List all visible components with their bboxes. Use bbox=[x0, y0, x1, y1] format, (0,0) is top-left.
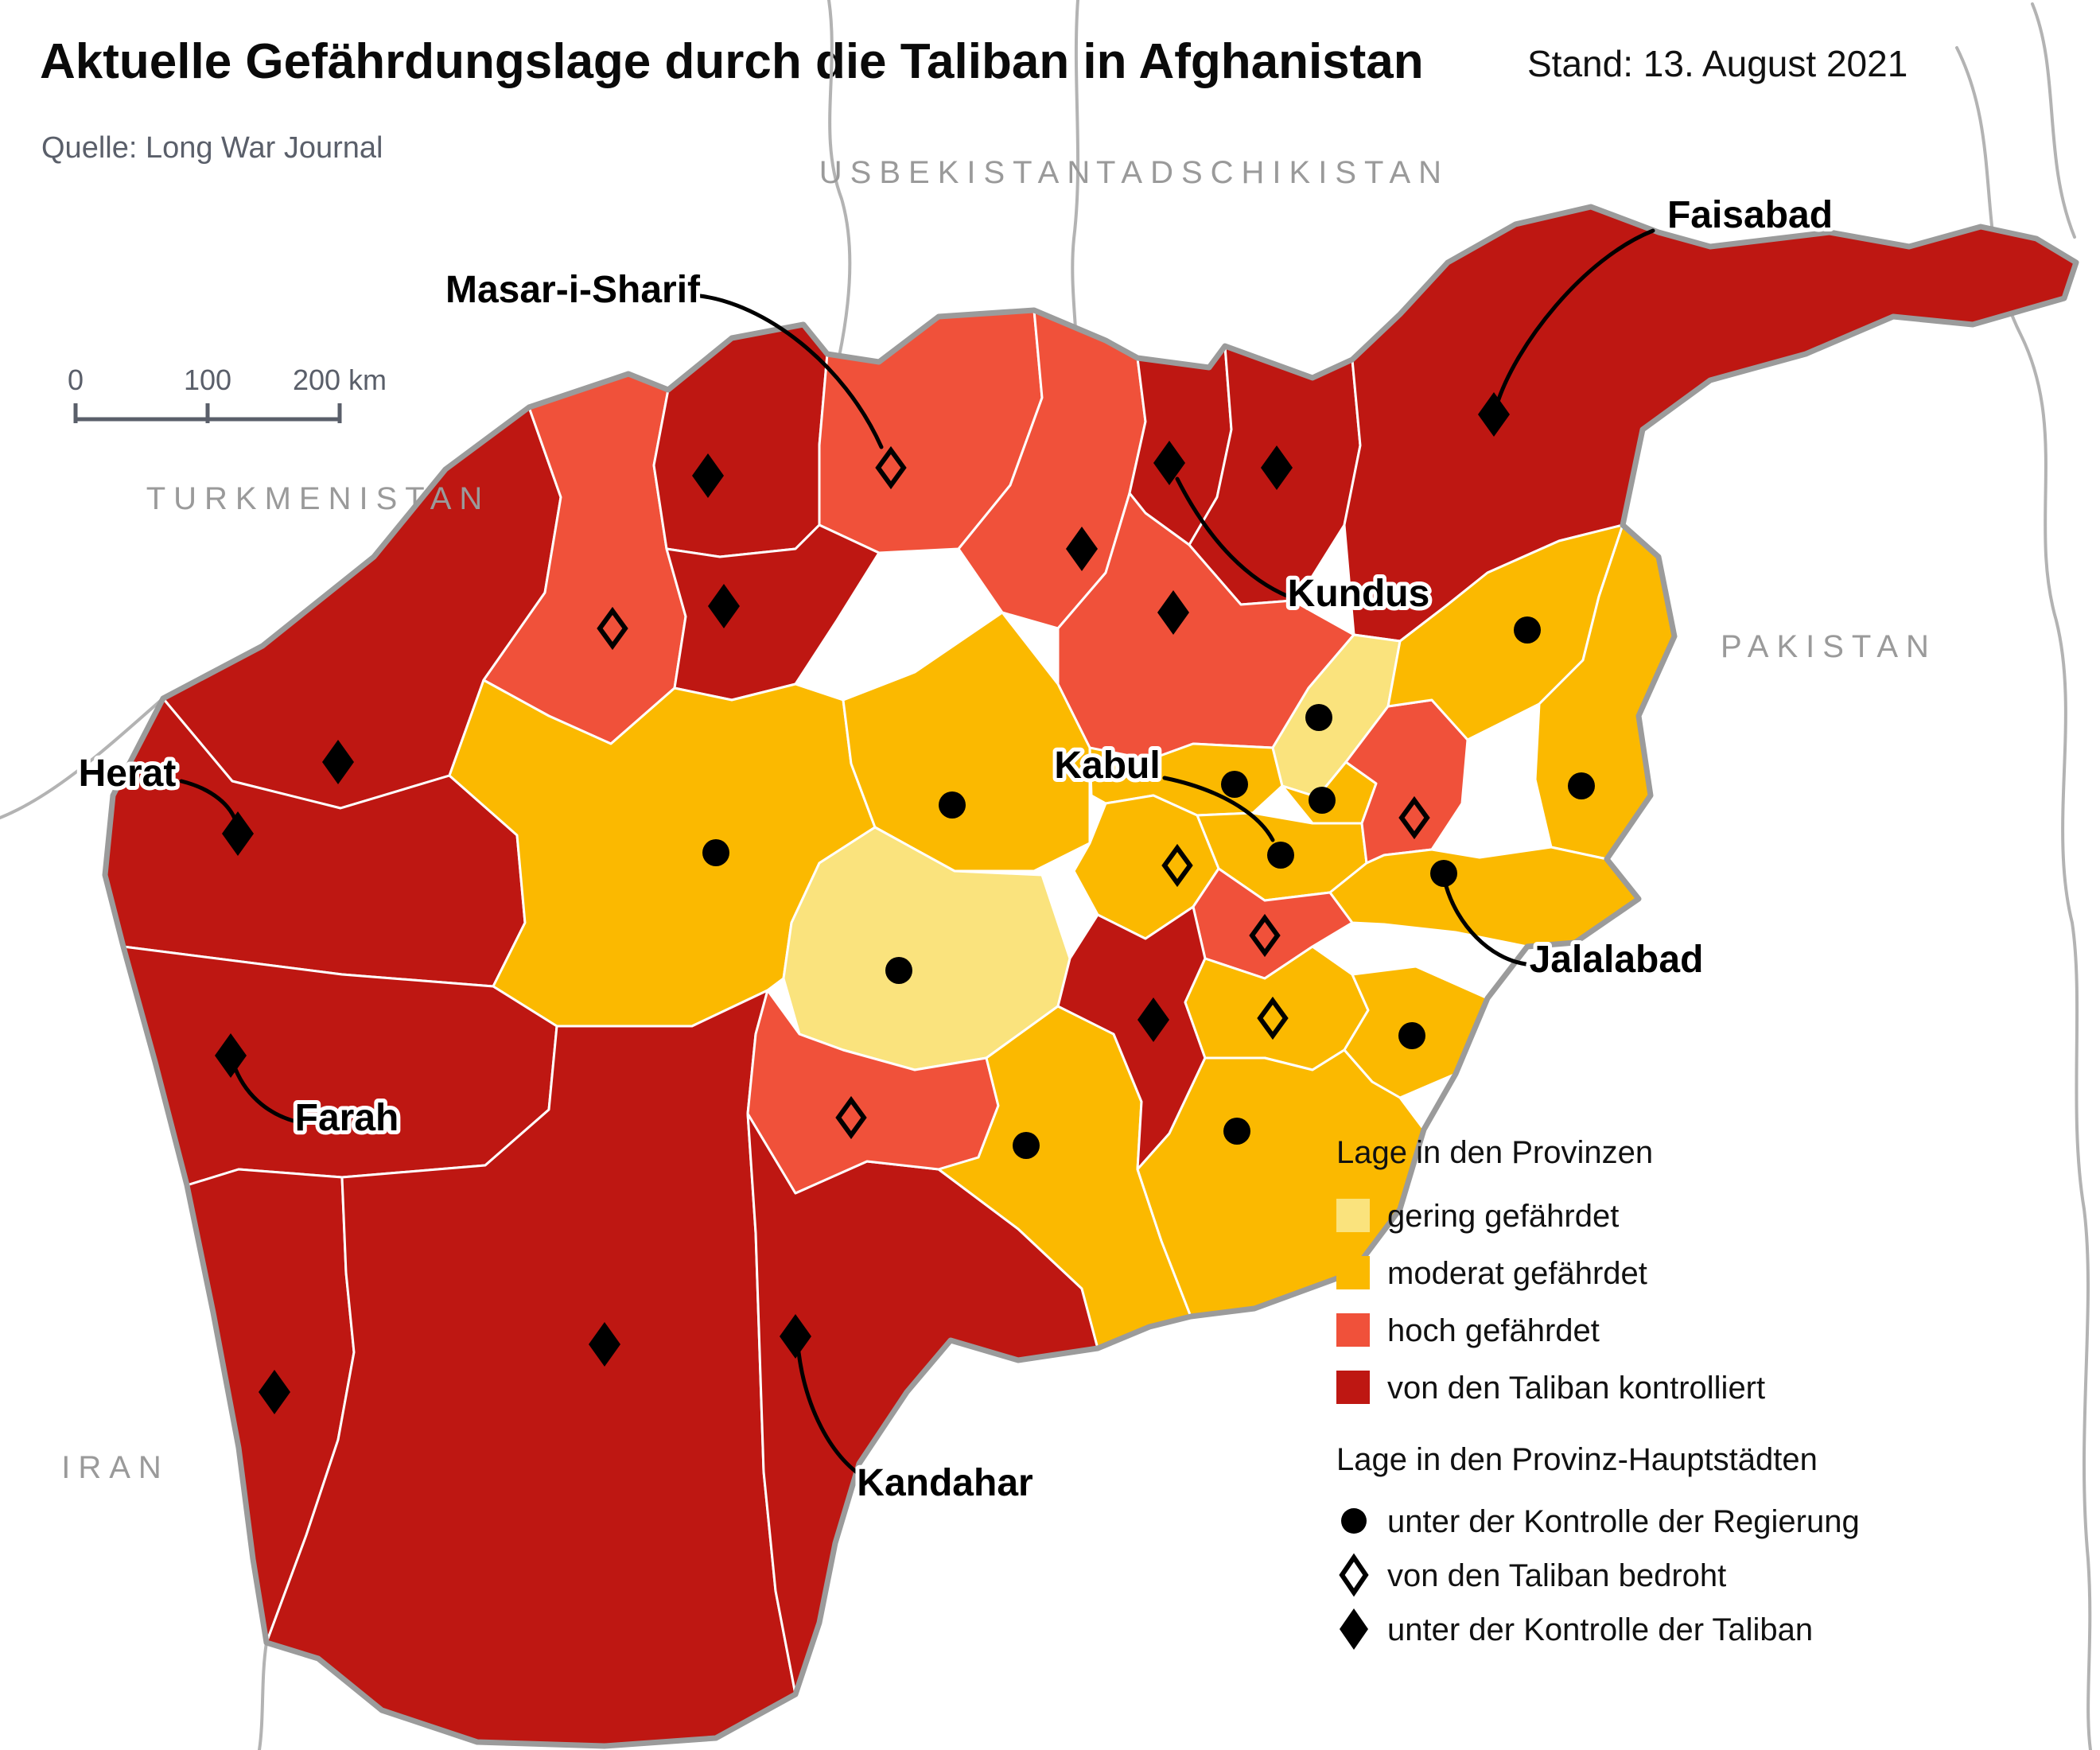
capital-marker-government-circle-icon bbox=[1430, 860, 1457, 887]
legend-label-government: unter der Kontrolle der Regierung bbox=[1387, 1504, 1860, 1539]
leader-line bbox=[179, 779, 239, 825]
capital-marker-threatened-open-diamond-icon bbox=[1161, 843, 1193, 888]
legend-label-threatened: von den Taliban bedroht bbox=[1387, 1558, 1726, 1593]
neighbor-border bbox=[1955, 46, 2092, 1750]
city-label: Masar-i-Sharif bbox=[445, 269, 701, 311]
capital-marker-government-circle-icon bbox=[702, 839, 729, 866]
capital-marker-taliban-filled-diamond-icon bbox=[1066, 527, 1098, 571]
capital-marker-government-circle-icon bbox=[1398, 1022, 1425, 1049]
province-sar-e-pul bbox=[665, 523, 881, 702]
capital-marker-taliban-filled-diamond-icon bbox=[259, 1370, 290, 1414]
leader-line bbox=[1495, 228, 1655, 406]
capital-marker-taliban-filled-diamond-icon bbox=[589, 1322, 620, 1367]
capital-marker-taliban-filled-diamond-icon bbox=[1138, 998, 1169, 1042]
country-label: TURKMENISTAN bbox=[146, 481, 491, 516]
capital-marker-taliban-filled-diamond-icon bbox=[780, 1314, 811, 1359]
capital-marker-government-circle-icon bbox=[1568, 772, 1595, 799]
capital-marker-threatened-open-diamond-icon bbox=[597, 606, 628, 651]
legend-label-moderate: moderat gefährdet bbox=[1387, 1256, 1647, 1291]
province-layer bbox=[103, 205, 2078, 1748]
capital-marker-government-circle-icon bbox=[1221, 771, 1248, 798]
legend-capitals-title: Lage in den Provinz-Hauptstädten bbox=[1336, 1442, 1818, 1477]
legend-swatch-moderate bbox=[1336, 1256, 1370, 1289]
legend-label-low: gering gefährdet bbox=[1387, 1199, 1619, 1234]
capital-marker-government-circle-icon bbox=[1267, 842, 1294, 869]
open-diamond-icon bbox=[1339, 1553, 1369, 1597]
capital-marker-taliban-filled-diamond-icon bbox=[692, 453, 724, 498]
neighbor-border bbox=[258, 1641, 268, 1750]
neighbor-border bbox=[0, 697, 165, 819]
neighbor-border bbox=[1071, 0, 1080, 361]
as-of-date: Stand: 13. August 2021 bbox=[1527, 43, 1908, 84]
city-label: Faisabad bbox=[1667, 194, 1833, 236]
capital-marker-taliban-filled-diamond-icon bbox=[215, 1033, 247, 1078]
country-label: IRAN bbox=[61, 1450, 169, 1485]
legend-provinces-title: Lage in den Provinzen bbox=[1336, 1135, 1653, 1170]
page-title: Aktuelle Gefährdungslage durch die Talib… bbox=[40, 34, 1424, 89]
capital-marker-taliban-filled-diamond-icon bbox=[1157, 590, 1189, 635]
capital-marker-threatened-open-diamond-icon bbox=[835, 1095, 867, 1140]
source-note: Quelle: Long War Journal bbox=[41, 131, 383, 165]
capital-marker-threatened-open-diamond-icon bbox=[1249, 913, 1281, 958]
capital-marker-threatened-open-diamond-icon bbox=[1398, 795, 1430, 840]
legend-label-high: hoch gefährdet bbox=[1387, 1313, 1600, 1348]
capital-marker-threatened-open-diamond-icon bbox=[875, 445, 907, 490]
leader-line bbox=[1175, 476, 1291, 599]
legend-provinces: Lage in den Provinzen gering gefährdet m… bbox=[1336, 1135, 1765, 1406]
capital-marker-government-circle-icon bbox=[939, 791, 966, 819]
city-label: Kandahar bbox=[857, 1462, 1032, 1504]
legend-label-taliban-capital: unter der Kontrolle der Taliban bbox=[1387, 1612, 1813, 1647]
city-label: Kundus bbox=[1288, 573, 1430, 615]
country-label: PAKISTAN bbox=[1721, 629, 1937, 664]
filled-circle-icon bbox=[1341, 1508, 1367, 1534]
leader-line bbox=[233, 1067, 298, 1124]
legend-swatch-low bbox=[1336, 1199, 1370, 1232]
country-label: USBEKISTAN bbox=[819, 155, 1098, 190]
capital-marker-taliban-filled-diamond-icon bbox=[322, 740, 354, 784]
city-label: Herat bbox=[79, 752, 177, 795]
city-label: Farah bbox=[295, 1097, 399, 1139]
province-jawzjan bbox=[652, 323, 829, 558]
capital-marker-government-circle-icon bbox=[1305, 704, 1332, 731]
leader-line bbox=[796, 1350, 873, 1484]
capital-marker-government-circle-icon bbox=[1514, 616, 1541, 644]
scale-bar-line bbox=[73, 403, 342, 423]
scale-bar: 0 100 200 km bbox=[68, 364, 387, 423]
city-markers bbox=[215, 392, 1595, 1414]
country-label: TADSCHIKISTAN bbox=[1096, 155, 1449, 190]
leader-line bbox=[698, 294, 884, 449]
capital-marker-government-circle-icon bbox=[885, 957, 912, 984]
leader-line bbox=[1444, 884, 1528, 966]
capital-marker-threatened-open-diamond-icon bbox=[1257, 996, 1289, 1040]
city-label: Jalalabad bbox=[1530, 939, 1704, 981]
legend-swatch-taliban bbox=[1336, 1371, 1370, 1404]
filled-diamond-icon bbox=[1340, 1608, 1368, 1650]
scale-tick-200: 200 km bbox=[293, 364, 387, 396]
neighbor-border bbox=[2031, 2, 2076, 239]
legend-label-taliban: von den Taliban kontrolliert bbox=[1387, 1371, 1765, 1406]
capital-marker-taliban-filled-diamond-icon bbox=[708, 584, 740, 628]
capital-marker-taliban-filled-diamond-icon bbox=[1261, 445, 1293, 490]
neighbor-border bbox=[827, 0, 852, 358]
city-label: Kabul bbox=[1054, 745, 1160, 787]
capital-marker-taliban-filled-diamond-icon bbox=[222, 811, 254, 856]
capital-marker-taliban-filled-diamond-icon bbox=[1478, 392, 1510, 437]
capital-marker-government-circle-icon bbox=[1013, 1132, 1040, 1159]
scale-tick-100: 100 bbox=[184, 364, 231, 396]
city-callouts: Masar-i-Sharif Faisabad Kundus Kabul Jalalab… bbox=[75, 190, 1837, 1508]
scale-tick-0: 0 bbox=[68, 364, 84, 396]
capital-marker-government-circle-icon bbox=[1223, 1118, 1250, 1145]
afghanistan-outline bbox=[102, 204, 2079, 1749]
capital-marker-taliban-filled-diamond-icon bbox=[1153, 441, 1185, 485]
legend-capitals: Lage in den Provinz-Hauptstädten unter d… bbox=[1336, 1442, 1860, 1650]
legend-swatch-high bbox=[1336, 1313, 1370, 1347]
capital-marker-government-circle-icon bbox=[1309, 787, 1336, 814]
province-badakhshan bbox=[1343, 205, 2078, 643]
leader-line bbox=[1162, 776, 1275, 842]
